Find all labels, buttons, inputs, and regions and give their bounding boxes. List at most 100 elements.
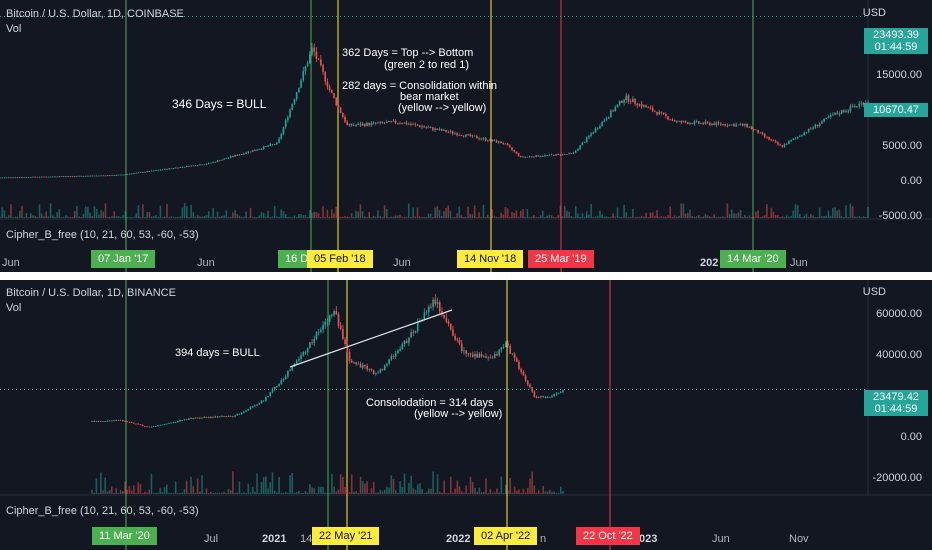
volume-bar [502,492,505,494]
candle-body [284,120,287,128]
candle-body [229,416,232,417]
top-chart-canvas[interactable] [0,0,932,272]
volume-bar [306,216,309,218]
candle-body [757,129,759,134]
candle-body [207,162,210,164]
volume-bar [317,213,320,218]
volume-bar [352,216,355,218]
volume-bar [320,216,322,218]
candle-body [447,131,450,133]
volume-bar [390,475,393,494]
volume-bar [47,216,50,218]
candle-body [120,174,122,176]
volume-bar [249,207,252,218]
candle-body [540,396,542,398]
candle-body [493,140,496,142]
volume-bar [157,492,159,494]
volume-bar [368,212,370,218]
volume-bar [221,492,223,494]
volume-bar [429,213,432,218]
candle-body [500,141,502,144]
top-chart-title[interactable]: Bitcoin / U.S. Dollar, 1D, COINBASE [6,8,184,20]
candle-body [269,392,272,397]
volume-bar [350,474,353,494]
candle-body [530,156,533,158]
candle-body [623,99,625,103]
top-x-tick: Jun [2,257,20,269]
volume-bar [662,216,665,218]
volume-bar [7,215,10,218]
top-price-tag[interactable]: 23493.39 01:44:59 [864,28,928,54]
candle-body [364,364,366,366]
volume-bar [517,216,520,218]
top-date-marker-yellow: 14 Nov '18 [457,250,524,268]
candle-body [372,122,375,124]
candle-body [236,414,239,416]
candle-body [425,312,428,313]
candle-body [157,169,160,171]
volume-bar [168,216,171,218]
volume-bar [840,216,843,218]
candle-body [21,177,23,178]
candle-body [825,117,828,119]
volume-bar [106,216,109,218]
volume-bar [313,211,316,218]
volume-bar [34,215,36,218]
volume-bar [353,491,355,494]
volume-bar [18,210,21,218]
volume-bar [440,215,443,218]
volume-bar [546,215,548,218]
candle-body [131,173,133,175]
volume-bar [128,485,131,494]
volume-bar [790,216,792,218]
candle-body [199,417,201,419]
volume-bar [87,206,89,218]
candle-body [563,154,566,155]
volume-bar [504,484,507,494]
candle-body [133,422,135,424]
bottom-price-tag[interactable]: 23479.42 01:44:59 [864,390,928,416]
volume-bar [159,487,162,494]
top-last-price-tag[interactable]: 10670.47 [864,103,928,117]
bottom-indicator-label[interactable]: Cipher_B_free (10, 21, 60, 53, -60, -53) [6,505,199,517]
volume-bar [232,471,234,494]
candle-body [407,123,410,125]
volume-bar [520,492,522,494]
volume-bar [807,216,810,218]
bottom-chart-title[interactable]: Bitcoin / U.S. Dollar, 1D, BINANCE [6,287,176,299]
candle-body [269,144,272,146]
candle-body [728,124,731,126]
volume-bar [205,488,208,494]
candle-body [282,378,285,381]
bottom-chart-canvas[interactable] [0,280,932,550]
volume-bar [785,215,788,218]
candle-body [559,392,562,393]
bottom-date-marker-red: 22 Oct '22 [576,527,640,545]
candle-body [790,139,792,142]
candle-body [109,175,111,177]
volume-bar [258,215,261,218]
candle-body [526,156,529,158]
candle-body [95,421,98,422]
candle-body [225,158,228,160]
volume-bar [139,484,142,494]
candle-body [93,175,96,177]
candle-body [427,306,430,313]
candle-body [335,310,338,315]
volume-bar [295,216,298,218]
volume-bar [122,491,124,494]
candle-body [794,137,797,139]
volume-bar [827,210,830,218]
candle-body [350,360,353,363]
volume-bar [218,492,221,494]
candle-body [682,121,685,123]
candle-body [249,407,252,410]
candle-body [326,321,329,323]
candle-body [467,134,469,136]
volume-bar [500,212,502,218]
candle-body [581,142,584,146]
volume-bar [443,480,445,494]
top-indicator-label[interactable]: Cipher_B_free (10, 21, 60, 53, -60, -53) [6,229,199,241]
volume-bar [783,216,786,218]
candle-body [489,139,491,141]
